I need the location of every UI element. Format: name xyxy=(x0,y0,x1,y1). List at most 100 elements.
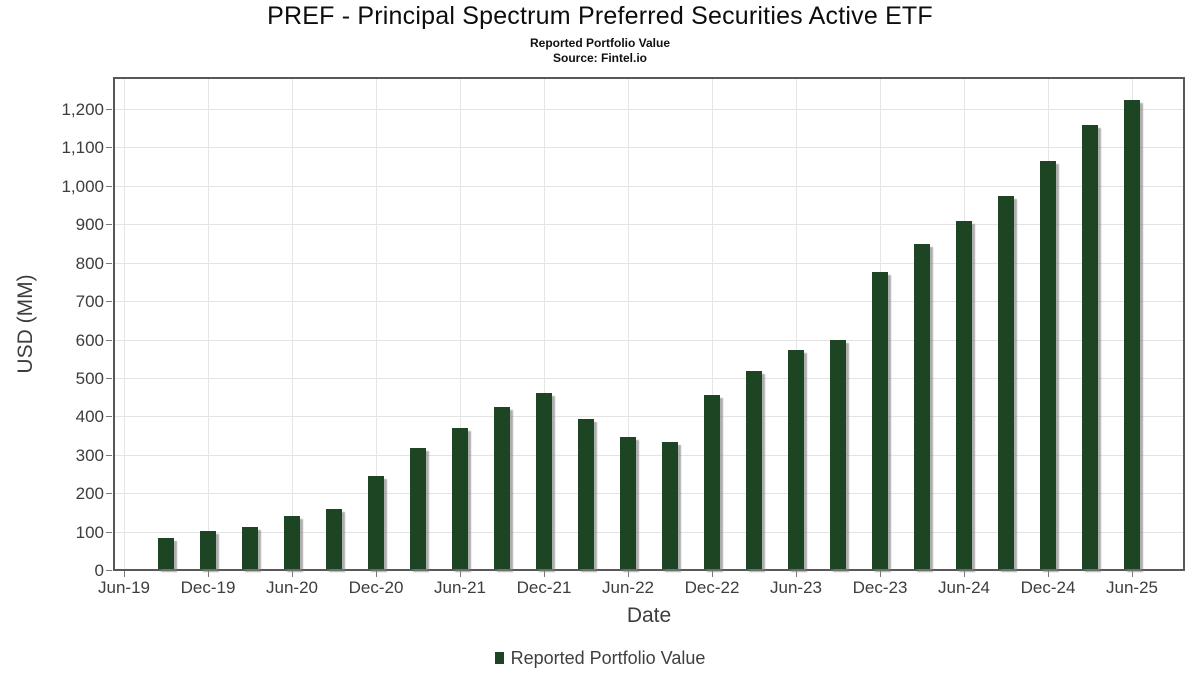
y-axis-tick-labels: 0 100 200 300 400 500 600 700 800 900 1,000 1,100 1,… xyxy=(0,77,112,580)
x-tick-mark xyxy=(292,571,293,577)
bar xyxy=(536,393,552,569)
y-tick-mark xyxy=(106,454,112,456)
x-gridline xyxy=(712,79,713,569)
bar xyxy=(494,407,510,569)
bar xyxy=(452,428,468,569)
x-gridline xyxy=(796,79,797,569)
y-tick-label: 800 xyxy=(75,253,104,273)
y-gridline xyxy=(115,377,1183,379)
legend: Reported Portfolio Value xyxy=(0,645,1200,671)
x-tick-mark xyxy=(964,571,965,577)
x-tick-label: Jun-21 xyxy=(434,578,486,597)
x-tick-mark xyxy=(1132,571,1133,577)
bar xyxy=(872,272,888,569)
y-gridline xyxy=(115,147,1183,149)
x-tick-label: Jun-24 xyxy=(938,578,990,597)
x-tick-label: Dec-19 xyxy=(180,578,236,597)
y-tick-mark xyxy=(106,416,112,418)
x-tick-mark xyxy=(880,571,881,577)
bar xyxy=(1040,161,1056,569)
bar xyxy=(788,350,804,569)
y-gridline xyxy=(115,224,1183,226)
bar xyxy=(998,196,1014,569)
x-tick-mark xyxy=(712,571,713,577)
bar xyxy=(242,527,258,569)
y-gridline xyxy=(115,493,1183,495)
y-tick-mark xyxy=(106,224,112,226)
bar xyxy=(914,244,930,569)
bar xyxy=(956,221,972,569)
chart-source: Source: Fintel.io xyxy=(552,51,647,65)
x-tick-mark xyxy=(460,571,461,577)
chart-subtitle: Reported Portfolio Value xyxy=(529,36,670,50)
x-tick-mark xyxy=(376,571,377,577)
bar xyxy=(1082,125,1098,569)
legend-label: Reported Portfolio Value xyxy=(510,647,706,668)
x-tick-mark xyxy=(1048,571,1049,577)
x-tick-mark xyxy=(796,571,797,577)
y-tick-mark xyxy=(106,262,112,264)
y-tick-mark xyxy=(106,301,112,303)
y-tick-mark xyxy=(106,570,112,571)
y-gridline xyxy=(115,301,1183,303)
y-tick-label: 900 xyxy=(75,215,104,235)
y-gridline xyxy=(115,262,1183,264)
y-tick-mark xyxy=(106,147,112,149)
x-tick-label: Jun-23 xyxy=(770,578,822,597)
x-gridline xyxy=(628,79,629,569)
bar xyxy=(326,509,342,569)
x-tick-label: Jun-25 xyxy=(1106,578,1158,597)
bar xyxy=(662,442,678,569)
bar xyxy=(410,448,426,569)
x-gridline xyxy=(376,79,377,569)
bar xyxy=(158,538,174,569)
bar xyxy=(284,516,300,569)
y-tick-mark xyxy=(106,531,112,533)
x-tick-label: Jun-19 xyxy=(98,578,150,597)
x-tick-mark xyxy=(628,571,629,577)
chart-title: PREF - Principal Spectrum Preferred Secu… xyxy=(267,2,933,30)
x-gridline xyxy=(544,79,545,569)
y-tick-mark xyxy=(106,377,112,379)
bar xyxy=(368,476,384,569)
y-gridline xyxy=(115,416,1183,418)
x-tick-mark xyxy=(124,571,125,577)
y-tick-label: 1,100 xyxy=(61,138,104,158)
bar xyxy=(578,419,594,569)
y-tick-label: 600 xyxy=(75,330,104,350)
y-tick-label: 1,000 xyxy=(61,176,104,196)
x-tick-label: Dec-20 xyxy=(348,578,404,597)
x-gridline xyxy=(460,79,461,569)
bar xyxy=(1124,100,1140,569)
y-tick-mark xyxy=(106,185,112,187)
y-tick-label: 200 xyxy=(75,484,104,504)
y-tick-label: 300 xyxy=(75,445,104,465)
x-tick-label: Dec-23 xyxy=(852,578,908,597)
x-tick-label: Jun-22 xyxy=(602,578,654,597)
x-tick-label: Jun-20 xyxy=(266,578,318,597)
x-gridline xyxy=(292,79,293,569)
x-axis-tick-labels: Jun-19 Dec-19 Jun-20 Dec-20 Jun-21 Dec-21 Jun-… xyxy=(98,571,1185,605)
y-tick-label: 400 xyxy=(75,407,104,427)
bar xyxy=(620,437,636,569)
x-tick-label: Dec-21 xyxy=(516,578,572,597)
y-gridline xyxy=(115,531,1183,533)
y-tick-label: 100 xyxy=(75,522,104,542)
plot-area xyxy=(113,77,1185,571)
y-tick-label: 500 xyxy=(75,368,104,388)
x-tick-label: Dec-22 xyxy=(684,578,740,597)
bar xyxy=(830,340,846,569)
y-gridline xyxy=(115,109,1183,110)
y-gridline xyxy=(115,339,1183,341)
x-gridline xyxy=(208,79,209,569)
bar xyxy=(704,395,720,569)
x-tick-label: Dec-24 xyxy=(1020,578,1076,597)
legend-marker-icon xyxy=(494,652,504,664)
bar xyxy=(200,531,216,569)
x-gridline xyxy=(124,79,125,569)
y-gridline xyxy=(115,454,1183,456)
x-tick-mark xyxy=(544,571,545,577)
y-tick-mark xyxy=(106,339,112,341)
y-tick-mark xyxy=(106,109,112,110)
x-axis-label: Date xyxy=(626,604,672,627)
